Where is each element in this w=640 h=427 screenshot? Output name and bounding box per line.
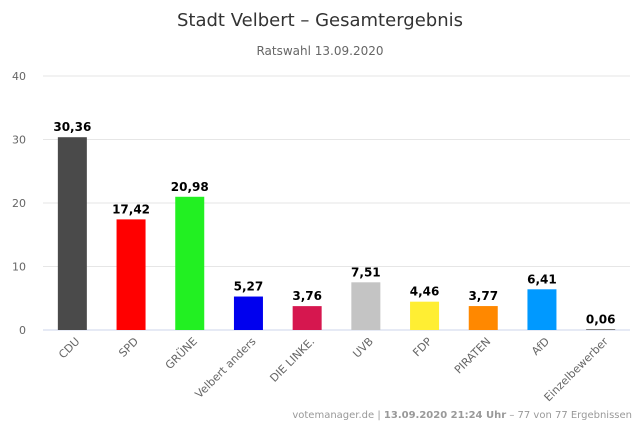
bar[interactable] <box>586 329 616 331</box>
bar[interactable] <box>351 282 381 330</box>
data-label: 5,27 <box>234 280 264 294</box>
bar[interactable] <box>410 301 440 330</box>
bar[interactable] <box>175 196 205 330</box>
y-tick-label: 10 <box>12 261 26 274</box>
y-tick-label: 30 <box>12 134 26 147</box>
x-tick-label: DIE LINKE. <box>267 335 317 385</box>
credits-separator: | <box>374 410 384 421</box>
credits: votemanager.de | 13.09.2020 21:24 Uhr – … <box>292 410 632 421</box>
data-label: 20,98 <box>171 180 209 194</box>
x-tick-label: Velbert anders <box>193 335 259 401</box>
bar[interactable] <box>116 219 146 330</box>
credits-results: – 77 von 77 Ergebnissen <box>506 410 632 421</box>
credits-source[interactable]: votemanager.de <box>292 410 375 421</box>
bar[interactable] <box>233 296 263 330</box>
data-label: 7,51 <box>351 265 381 279</box>
bar[interactable] <box>292 306 322 330</box>
y-tick-label: 20 <box>12 197 26 210</box>
x-tick-label: Einzelbewerber <box>542 335 612 405</box>
y-tick-label: 40 <box>12 70 26 83</box>
data-label: 17,42 <box>112 202 150 216</box>
x-tick-label: AfD <box>529 335 552 358</box>
data-label: 4,46 <box>410 285 440 299</box>
data-label: 6,41 <box>527 272 557 286</box>
x-tick-label: PIRATEN <box>452 335 493 376</box>
credits-timestamp: 13.09.2020 21:24 Uhr <box>383 410 507 421</box>
x-tick-label: CDU <box>56 335 82 361</box>
data-label: 30,36 <box>53 120 91 134</box>
chart-title: Stadt Velbert – Gesamtergebnis <box>177 10 463 31</box>
y-tick-label: 0 <box>19 324 26 337</box>
bar[interactable] <box>527 289 557 330</box>
x-tick-label: FDP <box>410 335 435 360</box>
data-label: 3,76 <box>292 289 322 303</box>
x-tick-label: SPD <box>116 335 141 360</box>
data-label: 0,06 <box>586 313 616 327</box>
chart-subtitle: Ratswahl 13.09.2020 <box>256 44 383 58</box>
data-label: 3,77 <box>468 289 498 303</box>
bar[interactable] <box>468 306 498 330</box>
bar[interactable] <box>57 137 87 330</box>
x-tick-label: UVB <box>350 335 376 361</box>
x-tick-label: GRÜNE <box>163 335 200 372</box>
